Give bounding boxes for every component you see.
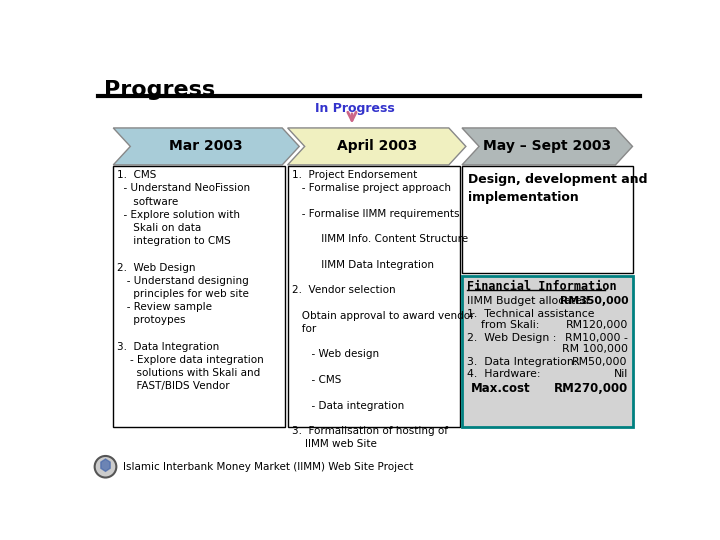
Text: May – Sept 2003: May – Sept 2003: [483, 139, 611, 153]
Text: Mar 2003: Mar 2003: [169, 139, 243, 153]
Text: 3.  Data Integration:: 3. Data Integration:: [467, 356, 577, 367]
FancyBboxPatch shape: [113, 166, 285, 427]
FancyBboxPatch shape: [287, 166, 459, 427]
Text: April 2003: April 2003: [337, 139, 417, 153]
Text: RM10,000 -: RM10,000 -: [565, 333, 628, 343]
Text: Design, development and
implementation: Design, development and implementation: [468, 173, 648, 204]
FancyBboxPatch shape: [462, 166, 632, 273]
Text: Nil: Nil: [613, 369, 628, 379]
Text: from Skali:: from Skali:: [481, 320, 539, 330]
Polygon shape: [101, 459, 110, 471]
Text: Financial Information: Financial Information: [467, 280, 616, 293]
Text: IIMM Budget allocated:: IIMM Budget allocated:: [467, 296, 595, 306]
Text: RM350,000: RM350,000: [559, 296, 629, 306]
Polygon shape: [462, 128, 632, 165]
Text: Progress: Progress: [104, 80, 215, 100]
Text: Max.cost: Max.cost: [471, 382, 530, 395]
Text: 2.  Web Design :: 2. Web Design :: [467, 333, 556, 343]
Text: RM50,000: RM50,000: [572, 356, 628, 367]
Text: 1.  Technical assistance: 1. Technical assistance: [467, 309, 594, 319]
Polygon shape: [113, 128, 300, 165]
Text: In Progress: In Progress: [315, 102, 395, 115]
Text: RM120,000: RM120,000: [565, 320, 628, 330]
FancyBboxPatch shape: [462, 276, 632, 427]
Text: Islamic Interbank Money Market (IIMM) Web Site Project: Islamic Interbank Money Market (IIMM) We…: [122, 462, 413, 472]
Text: RM270,000: RM270,000: [554, 382, 628, 395]
Circle shape: [94, 456, 117, 477]
Polygon shape: [287, 128, 466, 165]
Text: 1.  Project Endorsement
   - Formalise project approach

   - Formalise IIMM req: 1. Project Endorsement - Formalise proje…: [292, 170, 474, 449]
Text: 1.  CMS
  - Understand NeoFission
     software
  - Explore solution with
     S: 1. CMS - Understand NeoFission software …: [117, 170, 264, 392]
Text: RM 100,000: RM 100,000: [562, 344, 628, 354]
Text: 4.  Hardware:: 4. Hardware:: [467, 369, 540, 379]
